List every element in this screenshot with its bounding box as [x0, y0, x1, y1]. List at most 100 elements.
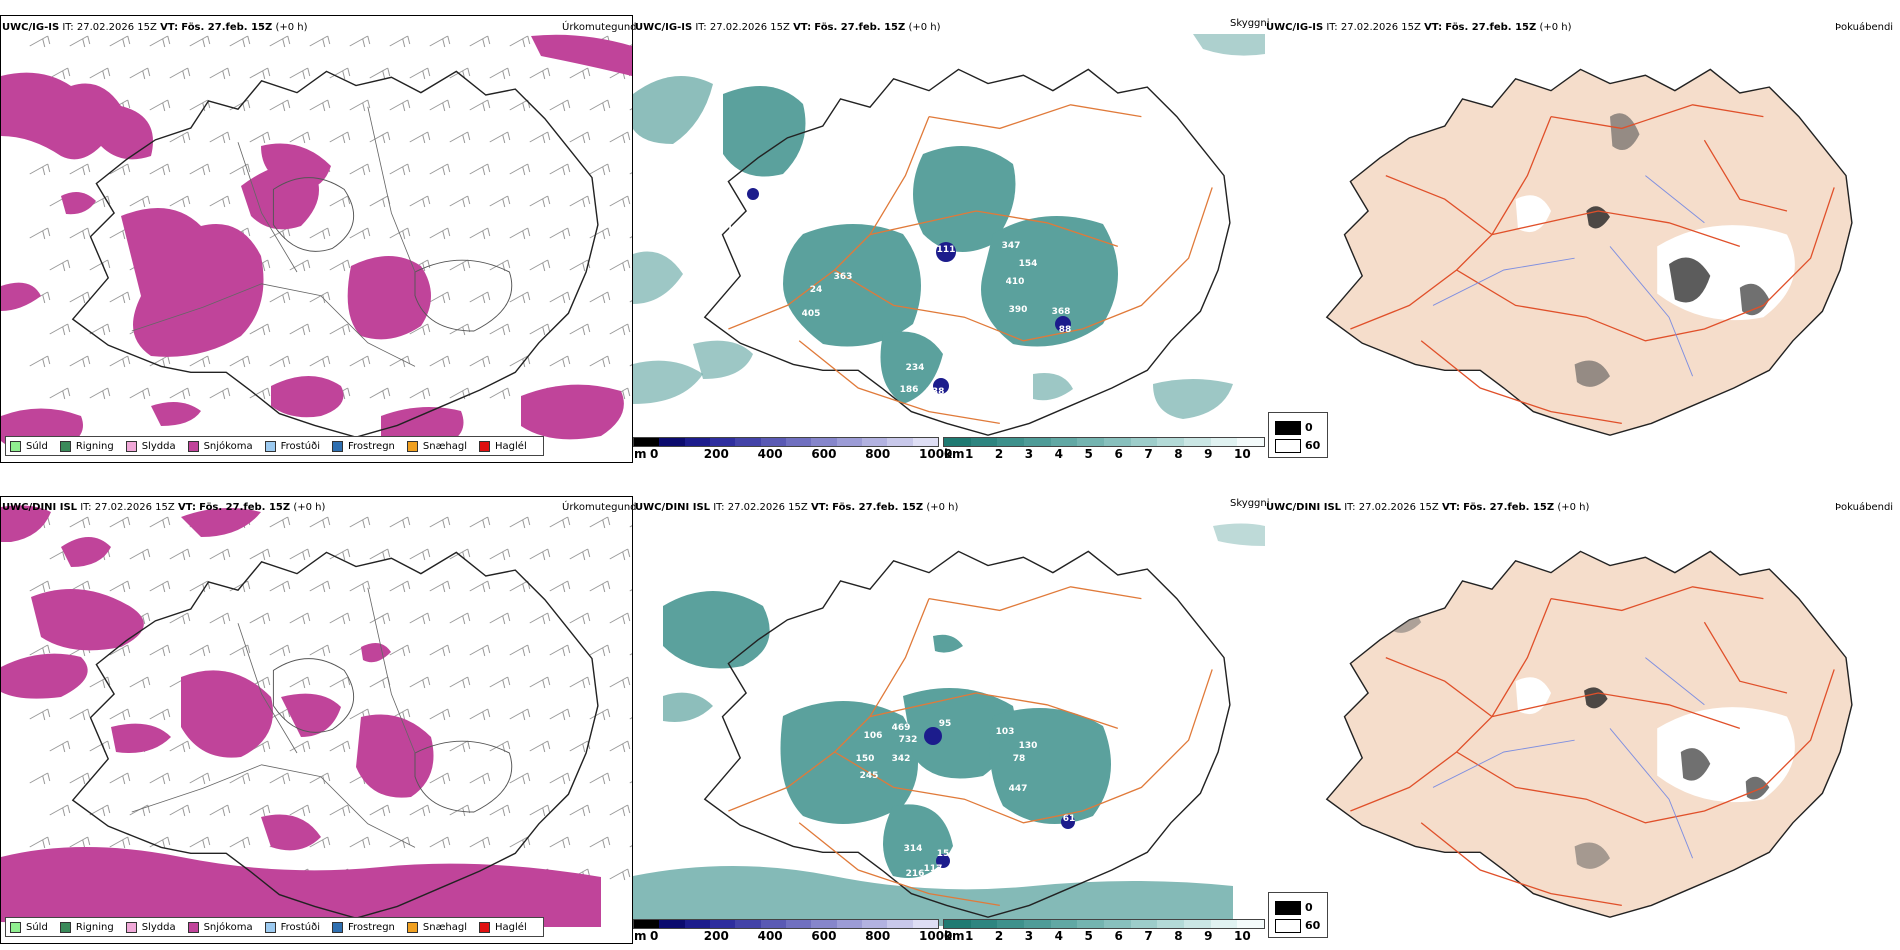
peak-height-label: 09 [957, 665, 970, 675]
wind-barb [409, 323, 431, 336]
wind-barb [129, 67, 151, 80]
wind-barb [569, 323, 591, 336]
precip-map-top[interactable] [1, 16, 671, 462]
wind-barb [489, 195, 511, 208]
colorbar-tick-label: 0 [650, 929, 659, 943]
wind-barb [349, 355, 371, 368]
precip-panel-bottom: Súld Rigning Slydda Snjókoma Frostúði Frostre… [0, 496, 671, 944]
wind-barb [509, 291, 531, 304]
wind-barb [609, 548, 631, 561]
height-unit-bottom: m [634, 929, 647, 943]
wind-barb [469, 644, 491, 657]
wind-barb [149, 644, 171, 657]
colorbar-segment [1237, 920, 1265, 928]
wind-barb [249, 387, 271, 400]
wind-barb [449, 612, 471, 625]
fog-map-top[interactable] [1265, 34, 1900, 444]
wind-barb [609, 676, 631, 689]
wind-barb [149, 708, 171, 721]
visibility-unit-bottom: km [944, 929, 965, 943]
colorbar-tick-label: 2 [994, 447, 1004, 461]
wind-barb [589, 227, 611, 240]
wind-barb [229, 644, 251, 657]
wind-barb [89, 740, 111, 753]
wind-barb [449, 676, 471, 689]
wind-barb [329, 548, 351, 561]
wind-barb [449, 259, 471, 272]
wind-barb [629, 644, 651, 657]
wind-barb [189, 772, 211, 785]
wind-barb [409, 387, 431, 400]
colorbar-tick-label: 3 [1024, 447, 1034, 461]
colorbar-tick-label: 8 [1174, 929, 1183, 943]
wind-barb [389, 35, 411, 48]
wind-barb [89, 259, 111, 272]
wind-barb [569, 612, 591, 625]
legend-swatch [479, 921, 491, 933]
colorbar-segment [760, 920, 786, 928]
precip-map-bottom[interactable] [1, 497, 671, 943]
legend-label: Slydda [141, 921, 176, 933]
wind-barb [309, 355, 331, 368]
legend-label: Snæhagl [422, 440, 468, 452]
wind-barb [469, 772, 491, 785]
wind-barb [469, 580, 491, 593]
wind-barb [429, 355, 451, 368]
legend-item: Frostúði [264, 440, 320, 452]
wind-barb [529, 548, 551, 561]
height-colorbar-top [633, 437, 939, 447]
wind-barb [429, 163, 451, 176]
peak-height-label: 15 [937, 849, 950, 859]
wind-barb [489, 804, 511, 817]
legend-item: Slydda [125, 440, 176, 452]
wind-barb [609, 804, 631, 817]
wind-barb [29, 836, 51, 849]
legend-label: Rigning [75, 921, 114, 933]
wind-barb [129, 548, 151, 561]
cloud-map-bottom[interactable]: 469 106 732 95 103 130 78 342 150 245 447 61 314 15 21… [633, 516, 1265, 926]
wind-barb [69, 291, 91, 304]
wind-barb [169, 387, 191, 400]
header-precip-top: UWC/IG-IS IT: 27.02.2026 15Z VT: Fös. 27… [2, 22, 308, 33]
wind-barb [549, 227, 571, 240]
wind-barb [549, 836, 571, 849]
legend-swatch [479, 440, 491, 452]
wind-barb [49, 740, 71, 753]
peak-height-label: 368 [1052, 307, 1071, 317]
wind-barb [629, 708, 651, 721]
visibility-ticks-bottom: 1 2 3 4 5 6 7 8 9 10 [965, 929, 1251, 943]
wind-barb [289, 740, 311, 753]
wind-barb [329, 676, 351, 689]
legend-swatch [264, 440, 276, 452]
wind-barb [469, 163, 491, 176]
legend-item: Snæhagl [406, 440, 468, 452]
fog-map-bottom[interactable] [1265, 516, 1900, 926]
colorbar-segment [1210, 438, 1238, 446]
wind-barbs [29, 35, 671, 400]
peak-height-label: 111 [937, 245, 956, 255]
wind-barb [329, 67, 351, 80]
wind-barb [629, 355, 651, 368]
wind-barb [169, 804, 191, 817]
wind-barb [349, 516, 371, 529]
fog-key-white-label: 60 [1305, 439, 1321, 452]
colorbar-segment [1077, 438, 1105, 446]
wind-barb [509, 227, 531, 240]
wind-barb [169, 195, 191, 208]
peak-height-label: 78 [1013, 754, 1026, 764]
wind-barb [549, 580, 571, 593]
colorbar-tick-label: 1 [965, 447, 974, 461]
wind-barb [149, 580, 171, 593]
wind-barb [189, 99, 211, 112]
legend-item: Súld [10, 921, 48, 933]
wind-barb [609, 868, 631, 881]
wind-barb [589, 836, 611, 849]
colorbar-segment [634, 920, 660, 928]
legend-item: Frostregn [332, 921, 395, 933]
wind-barb [309, 35, 331, 48]
cloud-panel-bottom: 469 106 732 95 103 130 78 342 150 245 447 61 314 15 21… [633, 516, 1265, 929]
peak-labels-bottom: 469 106 732 95 103 130 78 342 150 245 447 61 314 15 21… [856, 665, 1076, 879]
visibility-colorbar-top [943, 437, 1265, 447]
title-precip-bottom: Úrkomutegund [562, 502, 637, 513]
